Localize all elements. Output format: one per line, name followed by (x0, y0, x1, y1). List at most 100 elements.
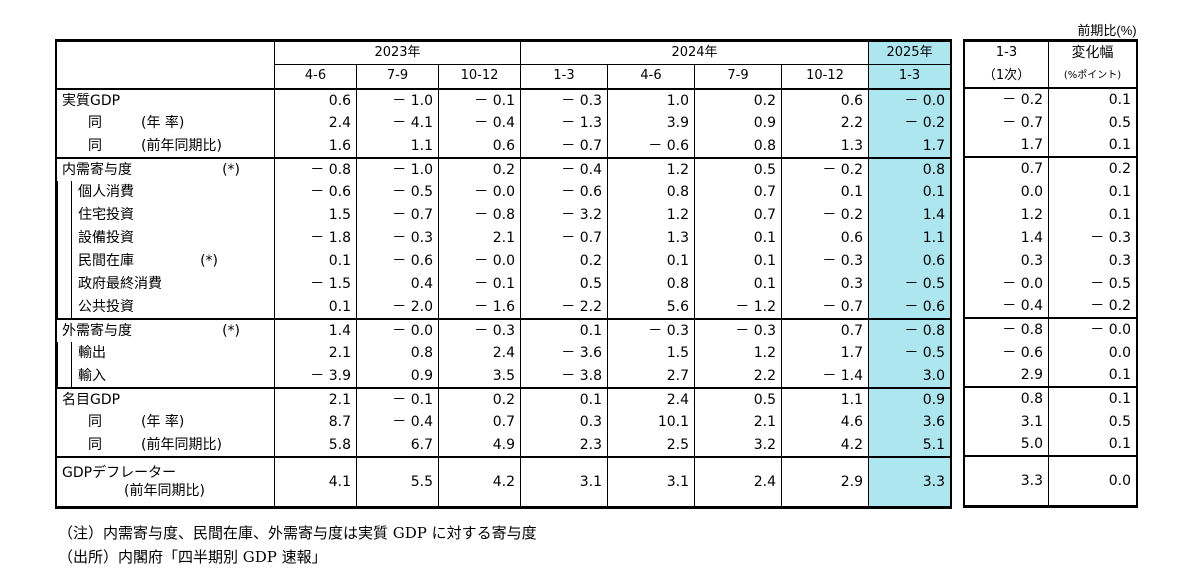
side-header-first: 1-3 (964, 40, 1049, 64)
value-cell: 0.3 (780, 272, 870, 296)
side-row: 1.7 0.1 (964, 134, 1137, 157)
value-cell: 1.7 (868, 134, 952, 158)
first-estimate-cell: 0.8 (964, 386, 1049, 410)
table-row: 政府最終消費 － 1.5 0.4 － 0.1 0.5 0.8 0.1 0.3 － 0.5 (56, 272, 952, 296)
value-cell: 1.6 (274, 134, 357, 158)
value-cell: 0.1 (780, 180, 870, 204)
value-cell: － 1.0 (356, 156, 439, 181)
value-cell: 1.1 (356, 134, 439, 158)
value-cell: 0.5 (694, 386, 782, 411)
value-cell: 2.1 (274, 341, 357, 365)
value-cell: － 1.5 (274, 272, 357, 296)
source-line: （出所）内閣府「四半期別 GDP 速報」 (58, 548, 327, 566)
value-cell: － 0.5 (868, 341, 952, 365)
value-cell: 0.1 (274, 249, 357, 273)
value-cell: 1.7 (780, 341, 870, 365)
first-estimate-cell: 0.0 (964, 180, 1049, 203)
row-label: 内需寄与度 (*) (56, 156, 275, 181)
value-cell: 3.1 (607, 455, 695, 508)
value-cell: 1.1 (868, 226, 952, 250)
value-cell: 1.5 (607, 341, 695, 365)
value-cell: 0.7 (438, 410, 521, 434)
value-cell: － 0.6 (607, 134, 695, 158)
first-estimate-cell: 0.7 (964, 156, 1049, 180)
value-cell: 0.6 (274, 87, 357, 112)
row-label: 政府最終消費 (56, 272, 275, 296)
value-cell: 1.2 (607, 203, 695, 227)
quarter-header: 7-9 (694, 64, 782, 89)
value-cell: － 0.3 (694, 317, 782, 342)
row-label: 同 (年 率) (56, 111, 275, 135)
value-cell: 1.4 (274, 317, 357, 342)
note-line: （注）内需寄与度、民間在庫、外需寄与度は実質 GDP に対する寄与度 (58, 524, 537, 542)
value-cell: － 1.6 (438, 295, 521, 319)
value-cell: － 0.4 (356, 410, 439, 434)
side-row: － 0.2 0.1 (964, 87, 1137, 111)
value-cell: － 3.6 (520, 341, 608, 365)
change-cell: 0.1 (1048, 180, 1137, 203)
value-cell: 6.7 (356, 433, 439, 457)
gdp-main-table: 2023年 2024年 2025年 4-6 7-9 10-12 1-3 4-6 7-9 10-1… (54, 39, 953, 509)
value-cell: 2.4 (694, 455, 782, 508)
value-cell: 1.3 (780, 134, 870, 158)
value-cell: － 0.2 (780, 156, 870, 181)
change-cell: 0.2 (1048, 156, 1137, 180)
table-row: 公共投資 0.1 － 2.0 － 1.6 － 2.2 5.6 － 1.2 － 0.7 － 0.6 (56, 295, 952, 319)
value-cell: － 4.1 (356, 111, 439, 135)
value-cell: － 0.8 (274, 156, 357, 181)
value-cell: 5.6 (607, 295, 695, 319)
first-estimate-cell: － 0.2 (964, 87, 1049, 111)
value-cell: 1.5 (274, 203, 357, 227)
value-cell: 0.1 (274, 295, 357, 319)
value-cell: － 0.6 (868, 295, 952, 319)
row-label: 同 (前年同期比) (56, 433, 275, 457)
value-cell: 3.2 (694, 433, 782, 457)
value-cell: 0.9 (356, 364, 439, 388)
notes: （注）内需寄与度、民間在庫、外需寄与度は実質 GDP に対する寄与度 （出所）内… (58, 521, 537, 569)
side-header-row-2: （1次） (%ポイント) (964, 64, 1137, 88)
first-estimate-cell: 0.3 (964, 249, 1049, 272)
row-label-text: 公共投資 (78, 298, 134, 315)
value-cell: － 0.6 (356, 249, 439, 273)
change-cell: － 0.3 (1048, 226, 1137, 249)
side-row: － 0.8 － 0.0 (964, 317, 1137, 341)
row-label-text: 内需寄与度 (62, 161, 132, 178)
side-row: － 0.4 － 0.2 (964, 295, 1137, 318)
value-cell: 0.8 (868, 156, 952, 181)
value-cell: － 0.3 (780, 249, 870, 273)
value-cell: － 0.7 (520, 226, 608, 250)
value-cell: 8.7 (274, 410, 357, 434)
value-cell: － 0.6 (520, 180, 608, 204)
first-estimate-cell: － 0.7 (964, 111, 1049, 134)
value-cell: 0.1 (694, 249, 782, 273)
row-label-text: 個人消費 (78, 184, 134, 200)
change-cell: － 0.2 (1048, 295, 1137, 318)
quarter-header: 10-12 (780, 64, 870, 89)
side-row: 0.0 0.1 (964, 180, 1137, 203)
row-label: 名目GDP (56, 386, 275, 411)
side-row: － 0.7 0.5 (964, 111, 1137, 134)
first-estimate-cell: 1.7 (964, 134, 1049, 157)
value-cell: － 2.0 (356, 295, 439, 319)
value-cell: 2.2 (780, 111, 870, 135)
row-label-text: 名目GDP (62, 391, 121, 408)
row-label-text: 輸出 (78, 345, 106, 361)
side-row: － 0.0 － 0.5 (964, 272, 1137, 295)
value-cell: 0.7 (780, 317, 870, 342)
value-cell: 4.9 (438, 433, 521, 457)
year-header: 2024年 (519, 40, 870, 65)
table-row: GDPデフレーター (前年同期比) 4.1 5.5 4.2 3.1 3.1 2.4 2.9 3.3 (56, 455, 952, 508)
value-cell: 2.1 (694, 410, 782, 434)
row-label: 同 (年 率) (56, 410, 275, 434)
value-cell: 1.2 (607, 156, 695, 181)
gdp-side-table: 1-3 変化幅 （1次） (%ポイント) － 0.2 0.1 － 0.7 0.5 1.7… (963, 39, 1138, 508)
row-label: 住宅投資 (56, 203, 275, 227)
row-label: 公共投資 (56, 295, 275, 319)
value-cell: 2.3 (520, 433, 608, 457)
table-row: 同 (年 率) 8.7 － 0.4 0.7 0.3 10.1 2.1 4.6 3.6 (56, 410, 952, 434)
change-cell: 0.3 (1048, 249, 1137, 272)
first-estimate-cell: － 0.6 (964, 341, 1049, 364)
table-row: 内需寄与度 (*) － 0.8 － 1.0 0.2 － 0.4 1.2 0.5 － 0.2 0.8 (56, 156, 952, 181)
value-cell: － 0.7 (520, 134, 608, 158)
value-cell: 4.6 (780, 410, 870, 434)
